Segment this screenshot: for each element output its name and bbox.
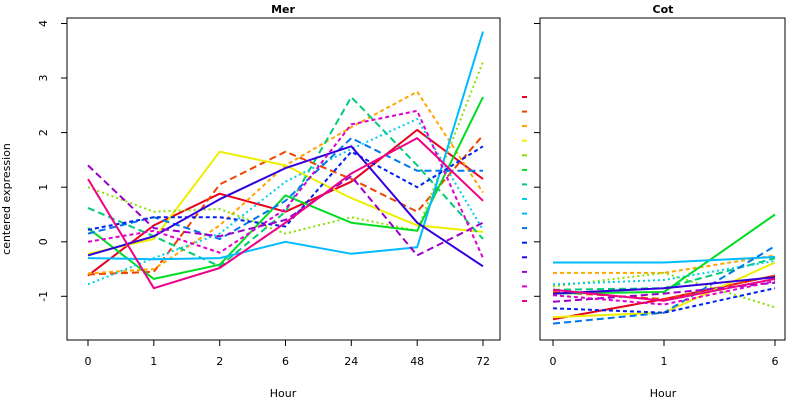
mer-y-tick-label: 0 (37, 238, 50, 245)
cot-x-tick-label: 6 (772, 355, 779, 368)
y-axis-label: centered expression (0, 143, 13, 255)
mer-series-line-12 (87, 145, 484, 268)
mer-series (87, 31, 484, 290)
cot-series-line-14 (552, 280, 776, 306)
mer-x-tick-label: 72 (476, 355, 490, 368)
panel-title-cot: Cot (653, 3, 674, 16)
cot-x-axis: 0 1 6 (550, 340, 779, 368)
mer-series-line-15 (87, 137, 484, 290)
cot-series (522, 96, 776, 325)
mer-y-tick-label: -1 (37, 291, 50, 302)
cot-x-axis-label: Hour (650, 387, 677, 400)
mer-plot-box (66, 17, 501, 341)
mer-series-line-9 (87, 31, 484, 261)
mer-x-axis: 0 1 2 6 24 48 72 (85, 340, 490, 368)
mer-series-line-6 (87, 96, 484, 280)
cot-series-line-5 (552, 271, 776, 309)
mer-series-line-4 (87, 150, 484, 255)
mer-y-tick-label: 2 (37, 129, 50, 136)
mer-series-line-11 (87, 145, 484, 231)
mer-series-line-14 (87, 109, 484, 259)
cot-series-line-3 (553, 254, 776, 274)
mer-series-line-5 (87, 61, 484, 235)
panel-cot: Cot 0 1 6 Hour (522, 3, 786, 400)
panel-title-mer: Mer (271, 3, 295, 16)
mer-series-line-13 (87, 164, 484, 257)
mer-x-tick-label: 1 (150, 355, 157, 368)
cot-series-line-12 (552, 276, 776, 295)
mer-x-axis-label: Hour (270, 387, 297, 400)
cot-x-tick-label: 1 (661, 355, 668, 368)
mer-y-tick-label: 3 (37, 75, 50, 82)
mer-x-tick-label: 48 (410, 355, 424, 368)
cot-series-line-11 (552, 287, 776, 314)
mer-x-tick-label: 0 (85, 355, 92, 368)
mer-series-line-1 (87, 128, 484, 277)
cot-x-tick-label: 0 (550, 355, 557, 368)
cot-series-line-10 (552, 245, 776, 325)
cot-series-line-15 (552, 277, 776, 302)
mer-x-tick-label: 24 (344, 355, 358, 368)
mer-y-tick-label: 1 (37, 184, 50, 191)
mer-y-axis: -1 0 1 2 3 4 (37, 20, 67, 302)
mer-series-line-2 (87, 134, 484, 276)
cot-y-axis (534, 23, 540, 297)
cot-plot-box (539, 17, 786, 341)
cot-series-line-9 (553, 256, 776, 264)
mer-y-tick-label: 4 (37, 20, 50, 27)
mer-series-line-8 (87, 118, 484, 286)
panel-mer: Mer -1 0 1 2 3 4 0 1 2 6 24 48 72 Hour (37, 3, 501, 400)
mer-x-tick-label: 6 (282, 355, 289, 368)
mer-x-tick-label: 2 (216, 355, 223, 368)
